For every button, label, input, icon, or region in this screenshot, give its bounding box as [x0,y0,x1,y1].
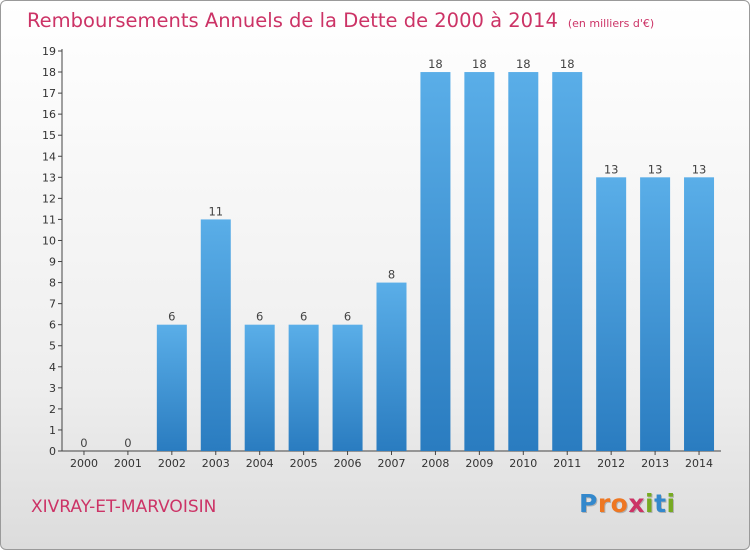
data-label: 18 [516,57,531,71]
data-label: 11 [208,204,223,218]
logo-letter: o [610,489,629,518]
data-label: 13 [648,162,663,176]
logo-letter: t [654,489,667,518]
x-tick-label: 2002 [158,457,186,470]
logo-letter: r [597,489,611,518]
y-tick-label: 18 [42,66,56,79]
data-label: 18 [472,57,487,71]
x-tick-label: 2005 [290,457,318,470]
bar [552,72,583,451]
x-tick-label: 2001 [114,457,142,470]
y-tick-label: 17 [42,87,56,100]
y-tick-label: 7 [49,298,56,311]
x-tick-label: 2010 [509,457,537,470]
y-tick-label: 13 [42,171,56,184]
x-tick-label: 2009 [465,457,493,470]
logo-letter: i [666,489,676,518]
x-tick-label: 2003 [202,457,230,470]
y-tick-label: 2 [49,403,56,416]
bar [464,72,495,451]
y-tick-label: 12 [42,192,56,205]
logo-letter: x [628,489,645,518]
x-tick-label: 2014 [685,457,713,470]
y-tick-label: 10 [42,234,56,247]
y-tick-label: 15 [42,129,56,142]
y-tick-label: 0 [49,445,56,458]
y-tick-label: 6 [49,319,56,332]
chart-title: Remboursements Annuels de la Dette de 20… [27,9,654,32]
data-label: 6 [344,310,351,324]
y-tick-label: 11 [42,213,56,226]
x-tick-label: 2000 [70,457,98,470]
data-label: 18 [560,57,575,71]
x-tick-label: 2007 [378,457,406,470]
y-tick-label: 16 [42,108,56,121]
bar [156,324,187,451]
chart-bars [156,72,715,451]
data-label: 13 [692,162,707,176]
chart-data-labels: 0 0 6 11 6 6 6 8 18 18 18 18 13 13 13 [80,57,706,450]
data-label: 0 [80,436,87,450]
location-name: XIVRAY-ET-MARVOISIN [31,497,217,517]
y-tick-label: 8 [49,277,56,290]
y-tick-label: 1 [49,424,56,437]
chart-unit-note: (en milliers d'€) [567,17,655,30]
data-label: 0 [124,436,131,450]
data-label: 8 [388,268,395,282]
bar [508,72,539,451]
logo-letter: i [645,489,655,518]
x-tick-label: 2008 [421,457,449,470]
x-tick-label: 2011 [553,457,581,470]
logo-letter: P [579,489,598,518]
x-tick-label: 2013 [641,457,669,470]
data-label: 6 [256,310,263,324]
bar [596,177,627,451]
y-tick-label: 19 [42,45,56,58]
bar [244,324,275,451]
y-tick-label: 4 [49,361,56,374]
data-label: 6 [300,310,307,324]
x-tick-label: 2006 [334,457,362,470]
x-tick-label: 2012 [597,457,625,470]
bar [288,324,319,451]
bar [420,72,451,451]
data-label: 13 [604,162,619,176]
bar [376,282,407,451]
chart-title-main: Remboursements Annuels de la Dette de 20… [27,9,558,32]
y-tick-label: 9 [49,256,56,269]
bar [640,177,671,451]
proxiti-logo: Proxiti [579,489,676,518]
y-tick-label: 5 [49,340,56,353]
y-tick-label: 14 [42,150,56,163]
x-tick-label: 2004 [246,457,274,470]
bar [684,177,715,451]
bar [332,324,363,451]
data-label: 18 [428,57,443,71]
bar [200,219,231,451]
data-label: 6 [168,310,175,324]
y-tick-label: 3 [49,382,56,395]
